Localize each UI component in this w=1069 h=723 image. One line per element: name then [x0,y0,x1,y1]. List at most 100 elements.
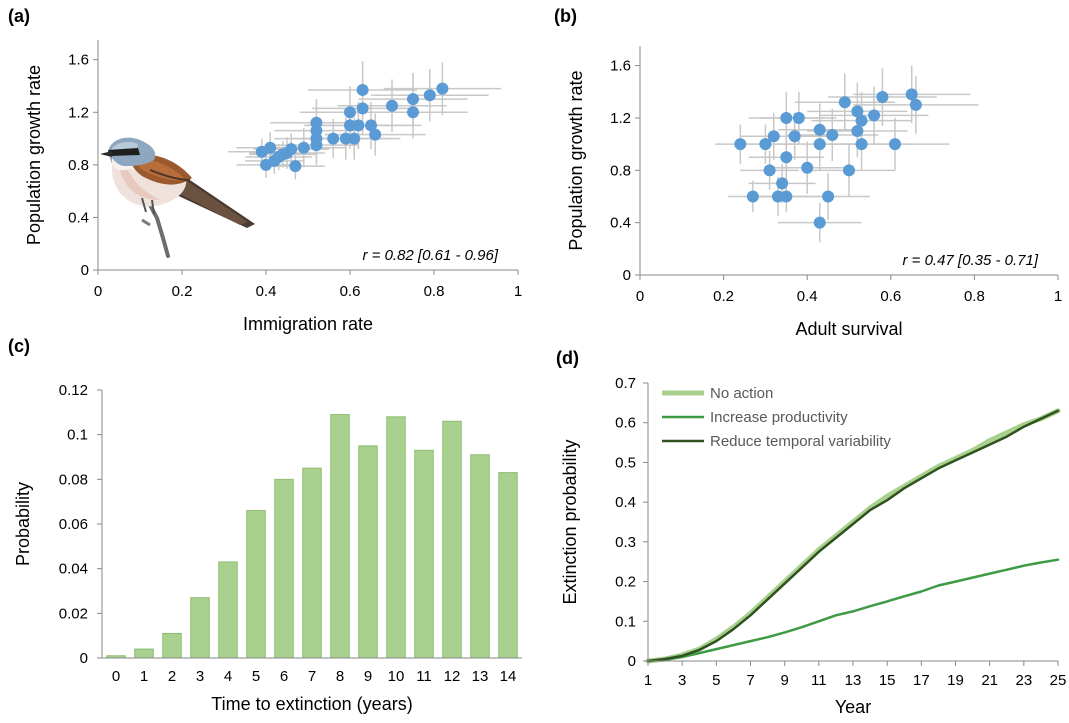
x-tick-label: 11 [416,668,432,685]
scatter-point [855,138,868,151]
scatter-point [855,114,868,127]
scatter-point [436,82,449,95]
x-tick-label: 13 [472,668,489,685]
panel-label-b: (b) [554,6,577,26]
scatter-point [868,109,881,122]
x-tick-label: 0 [112,668,120,685]
legend-label: No action [710,385,773,402]
legend-label: Increase productivity [710,409,848,426]
y-tick-label: 0 [623,267,631,284]
x-tick-label: 0 [636,288,644,305]
bar [162,632,182,659]
x-tick-label: 0.2 [713,288,734,305]
scatter-point [264,141,277,154]
scatter-point [352,119,365,132]
scatter-point [339,132,352,145]
bar [386,416,406,659]
scatter-point [788,130,801,143]
y-tick-label: 0.4 [68,209,89,226]
scatter-point [348,132,361,145]
y-tick-label: 0.12 [59,382,88,399]
scatter-point [289,160,302,173]
bar [414,449,434,659]
scatter-point [746,190,759,203]
x-tick-label: 0 [94,283,102,300]
x-tick-label: 21 [981,672,998,689]
y-tick-label: 0.5 [615,454,636,471]
scatter-point [780,111,793,124]
series-line [646,409,1060,663]
scatter-point [344,119,356,132]
scatter-point [905,88,918,101]
y-tick-label: 0.08 [59,471,88,488]
bar [498,472,518,659]
scatter-point [285,143,298,156]
y-tick-label: 0.1 [67,427,88,444]
y-tick-label: 0.02 [59,605,88,622]
x-tick-label: 23 [1015,672,1032,689]
y-tick-label: 0.06 [59,516,88,533]
scatter-point [909,98,922,111]
scatter-point [876,91,889,104]
scatter-point [767,130,780,143]
y-tick-label: 0.3 [615,534,636,551]
scatter-point [327,132,340,145]
panel-c-bar-chart: 0 1 2 3 4 5 6 7 8 9 10 11 12 13 1400.020.040.060.080.1… [13,382,522,714]
scatter-point [759,138,772,151]
scatter-point [813,123,826,136]
x-tick-label: 19 [947,672,964,689]
scatter-point [734,138,747,151]
series-line [646,558,1060,663]
y-axis-title: Population growth rate [24,65,44,245]
x-tick-label: 2 [168,668,176,685]
x-axis-title: Immigration rate [243,314,373,334]
legend-label: Reduce temporal variability [710,433,891,450]
x-tick-label: 0.8 [964,288,985,305]
x-tick-label: 14 [500,668,517,685]
scatter-point [407,93,419,106]
y-tick-label: 1.6 [68,52,89,69]
panel-label-a: (a) [8,6,30,26]
x-tick-label: 8 [336,668,344,685]
y-axis-title: Probability [13,482,33,566]
bar [134,648,154,659]
series-line [645,408,1061,664]
scatter-point [344,106,356,119]
y-tick-label: 0.2 [615,574,636,591]
panel-d-line-chart: 00.10.20.30.40.50.60.71 3 5 7 9 11 13 15 17 19 21 2… [560,375,1066,717]
scatter-point [888,138,901,151]
x-tick-label: 12 [444,668,461,685]
x-tick-label: 0.4 [797,288,818,305]
y-tick-label: 1.6 [610,58,631,75]
scatter-point [801,161,814,174]
y-tick-label: 0.1 [615,613,636,630]
scatter-point [838,96,851,109]
y-tick-label: 0.4 [610,215,631,232]
scatter-point [843,164,855,177]
bar [274,478,294,659]
bar [302,467,322,659]
x-tick-label: 1 [140,668,148,685]
scatter-point [369,128,382,141]
scatter-point [813,216,826,229]
y-tick-label: 0.8 [610,162,631,179]
x-tick-label: 1 [644,672,652,689]
x-tick-label: 5 [712,672,720,689]
x-tick-label: 0.4 [256,283,277,300]
x-tick-label: 0.6 [340,283,361,300]
x-tick-label: 7 [308,668,316,685]
panel-label-d: (d) [556,348,579,368]
x-tick-label: 9 [780,672,788,689]
x-tick-label: 0.2 [172,283,193,300]
y-axis-title: Population growth rate [566,70,586,250]
x-tick-label: 3 [196,668,204,685]
scatter-point [365,119,377,132]
scatter-point [776,177,789,190]
x-axis-title: Adult survival [795,319,902,339]
scatter-point [780,190,793,203]
y-tick-label: 0 [628,653,636,670]
x-axis-title: Time to extinction (years) [211,694,412,714]
bar [330,414,350,659]
panel-a-scatter: 0 0.4 0.8 1.2 1.6 0 0.2 0.4 0.6 0.8 1 r = 0.82 [0.6… [24,40,522,334]
